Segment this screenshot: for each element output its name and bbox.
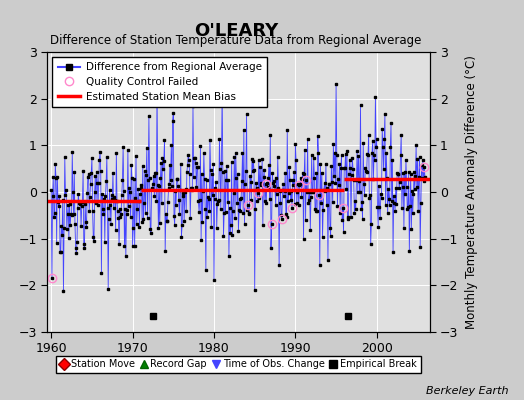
Legend: Station Move, Record Gap, Time of Obs. Change, Empirical Break: Station Move, Record Gap, Time of Obs. C… xyxy=(56,356,421,373)
Y-axis label: Monthly Temperature Anomaly Difference (°C): Monthly Temperature Anomaly Difference (… xyxy=(465,55,478,329)
Text: O'LEARY: O'LEARY xyxy=(194,22,278,40)
Text: Difference of Station Temperature Data from Regional Average: Difference of Station Temperature Data f… xyxy=(50,34,421,47)
Text: Berkeley Earth: Berkeley Earth xyxy=(426,386,508,396)
